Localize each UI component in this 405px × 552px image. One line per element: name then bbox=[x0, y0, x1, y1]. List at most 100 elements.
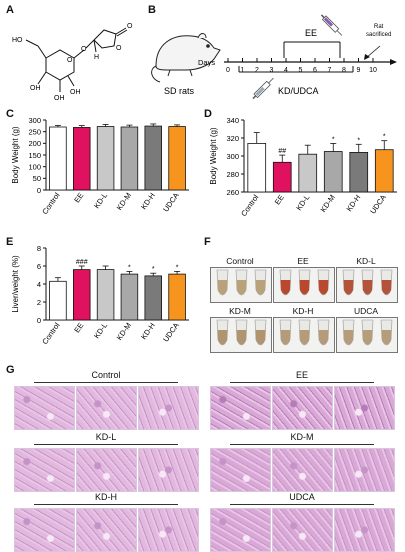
tube-liquid bbox=[217, 330, 228, 345]
histology-image bbox=[272, 508, 333, 552]
structure-label: O bbox=[127, 23, 133, 30]
x-tick-label: UDCA bbox=[368, 193, 388, 216]
bar bbox=[73, 269, 91, 321]
x-tick-label: KD-H bbox=[139, 321, 157, 341]
day-label: 5 bbox=[299, 67, 303, 74]
day-label: 0 bbox=[226, 67, 230, 74]
tube-liquid bbox=[236, 280, 247, 295]
y-axis-title: Body Weight (g) bbox=[11, 126, 20, 184]
y-tick-label: 8 bbox=[37, 244, 41, 253]
tube-liquid bbox=[343, 280, 354, 295]
x-tick-label: KD-L bbox=[294, 193, 311, 212]
x-tick-label: KD-M bbox=[319, 193, 337, 214]
group-underline bbox=[34, 504, 178, 505]
syringe-icon bbox=[320, 14, 343, 36]
y-tick-label: 150 bbox=[28, 151, 41, 160]
bar bbox=[49, 280, 67, 321]
significance-mark: * bbox=[357, 137, 360, 144]
group-underline bbox=[230, 382, 374, 383]
tube-group-label: KD-H bbox=[292, 306, 314, 316]
tube-group-label: EE bbox=[297, 256, 309, 266]
x-tick-label: KD-H bbox=[139, 191, 157, 211]
chart-e: 0 2 4 6 8 Liver/weight (%) Control ### EE KD-L * KD… bbox=[11, 244, 189, 346]
histology-group-label: UDCA bbox=[289, 492, 315, 502]
tube-photo bbox=[336, 317, 398, 353]
x-tick-label: Control bbox=[239, 193, 260, 218]
histology-image bbox=[14, 448, 75, 492]
timeline-arrow bbox=[390, 59, 397, 65]
y-tick-label: 320 bbox=[226, 134, 239, 143]
tube-liquid bbox=[343, 330, 354, 345]
x-tick-label: Control bbox=[40, 321, 61, 346]
tube-group-label: KD-L bbox=[356, 256, 376, 266]
tube-liquid bbox=[381, 330, 392, 345]
bar bbox=[96, 269, 115, 321]
syringe-icon bbox=[252, 77, 274, 100]
group-underline bbox=[230, 444, 374, 445]
histology-image bbox=[272, 386, 333, 430]
day-label: 3 bbox=[270, 67, 274, 74]
significance-mark: * bbox=[128, 264, 131, 271]
tube-liquid bbox=[318, 280, 329, 295]
significance-mark: * bbox=[332, 136, 335, 143]
tube-liquid bbox=[299, 330, 310, 345]
y-axis-title: Body Weight (g) bbox=[209, 127, 218, 185]
tube-group-label: Control bbox=[226, 256, 254, 266]
bar bbox=[374, 149, 394, 193]
bar bbox=[349, 152, 369, 193]
tube-liquid bbox=[381, 280, 392, 295]
tube-group-label: KD-M bbox=[229, 306, 251, 316]
bar bbox=[49, 126, 67, 191]
day-label: 2 bbox=[255, 67, 259, 74]
tube-liquid bbox=[236, 330, 247, 345]
y-tick-label: 250 bbox=[28, 127, 41, 136]
structure-label: OH bbox=[54, 95, 65, 102]
tube-photo bbox=[273, 267, 335, 303]
group-underline bbox=[230, 504, 374, 505]
y-tick-label: 0 bbox=[37, 186, 41, 195]
histology-group-label: EE bbox=[295, 370, 308, 380]
histology-image bbox=[138, 508, 199, 552]
structure-label: O bbox=[116, 45, 122, 52]
y-tick-label: 2 bbox=[37, 298, 41, 307]
tube-photo bbox=[210, 267, 272, 303]
bar bbox=[144, 275, 162, 321]
tube-photo bbox=[210, 317, 272, 353]
structure-label: H bbox=[94, 54, 99, 61]
y-tick-label: 100 bbox=[28, 162, 41, 171]
structure-label: OH bbox=[30, 85, 41, 92]
bar bbox=[168, 273, 186, 321]
tube-liquid bbox=[280, 330, 291, 345]
bar bbox=[96, 126, 115, 191]
y-axis-title: Liver/weight (%) bbox=[11, 255, 20, 313]
significance-mark: * bbox=[176, 264, 179, 271]
bar bbox=[73, 127, 91, 191]
group-underline bbox=[34, 382, 178, 383]
panel-letter-d: D bbox=[204, 108, 212, 120]
significance-mark: ### bbox=[76, 259, 88, 266]
x-tick-label: KD-M bbox=[115, 191, 133, 212]
x-tick-label: EE bbox=[72, 321, 85, 334]
bar bbox=[272, 161, 292, 193]
structure-label: OH bbox=[70, 89, 81, 96]
histology-image bbox=[210, 508, 271, 552]
histology-image bbox=[334, 508, 395, 552]
histology-group-label: Control bbox=[91, 370, 121, 380]
y-tick-label: 200 bbox=[28, 139, 41, 148]
histology-image bbox=[14, 508, 75, 552]
tube-group-label: UDCA bbox=[353, 306, 379, 316]
histology-image bbox=[334, 448, 395, 492]
x-tick-label: UDCA bbox=[161, 191, 181, 214]
structure-label: O bbox=[81, 46, 87, 53]
days-label: Days bbox=[198, 58, 215, 67]
histology-group-label: KD-H bbox=[95, 492, 117, 502]
chemical-structure: HO OH OH OH O O O H O bbox=[12, 23, 133, 102]
panel-letter-f: F bbox=[204, 236, 211, 248]
bar bbox=[298, 153, 318, 193]
x-tick-label: KD-H bbox=[344, 193, 362, 213]
day-label: 6 bbox=[313, 67, 317, 74]
x-tick-label: UDCA bbox=[161, 321, 181, 344]
ee-label: EE bbox=[305, 28, 317, 38]
tube-liquid bbox=[217, 280, 228, 295]
bar bbox=[144, 125, 162, 191]
